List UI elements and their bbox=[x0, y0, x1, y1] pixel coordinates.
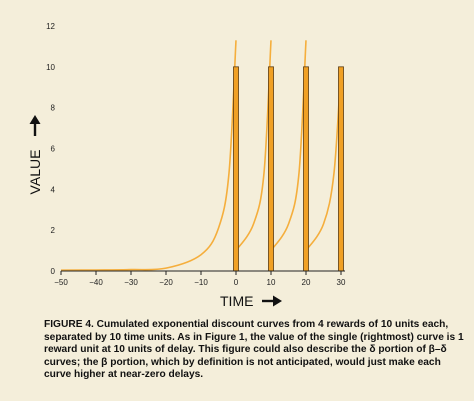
reward-bar-4 bbox=[338, 66, 344, 272]
discount-curve-segment-4 bbox=[305, 66, 342, 252]
x-axis-title: TIME bbox=[220, 293, 253, 309]
x-tick-label: −20 bbox=[159, 278, 173, 287]
x-tick-label: −50 bbox=[54, 278, 68, 287]
discount-curve-segment-2 bbox=[235, 40, 272, 252]
y-tick-label: 6 bbox=[51, 145, 56, 154]
y-tick-label: 2 bbox=[51, 226, 56, 235]
reward-bar-1 bbox=[233, 66, 239, 272]
y-axis-title: VALUE bbox=[27, 150, 43, 195]
y-tick-label: 4 bbox=[51, 185, 56, 194]
reward-bar-3 bbox=[303, 66, 309, 272]
figure-caption: FIGURE 4. Cumulated exponential discount… bbox=[44, 319, 464, 381]
x-axis-arrow-icon bbox=[262, 295, 282, 307]
y-tick-label: 10 bbox=[46, 63, 55, 72]
x-tick-label: 20 bbox=[302, 278, 311, 287]
reward-bars bbox=[233, 66, 344, 272]
x-tick-label: −10 bbox=[194, 278, 208, 287]
discount-curve-segment-3 bbox=[270, 40, 307, 252]
x-tick-labels: −50 −40 −30 −20 −10 0 10 20 30 bbox=[54, 271, 346, 287]
x-tick-label: 30 bbox=[337, 278, 346, 287]
discount-curves bbox=[60, 40, 342, 271]
y-tick-label: 12 bbox=[46, 22, 55, 31]
x-tick-label: −40 bbox=[89, 278, 103, 287]
y-tick-label: 0 bbox=[51, 267, 56, 276]
x-tick-label: 10 bbox=[267, 278, 276, 287]
y-tick-labels: 0 2 4 6 8 10 12 bbox=[46, 22, 55, 276]
y-axis-title-group: VALUE bbox=[27, 115, 43, 194]
x-tick-label: −30 bbox=[124, 278, 138, 287]
y-tick-label: 8 bbox=[51, 104, 56, 113]
reward-bar-2 bbox=[268, 66, 274, 272]
discount-curve-segment-1 bbox=[60, 40, 237, 271]
discount-chart: 0 2 4 6 8 10 12 −50 −40 −30 −20 −10 0 10 20 30 VALUE T… bbox=[27, 22, 346, 309]
x-axis-title-group: TIME bbox=[220, 293, 282, 309]
y-axis-arrow-icon bbox=[29, 115, 41, 136]
x-tick-label: 0 bbox=[234, 278, 239, 287]
